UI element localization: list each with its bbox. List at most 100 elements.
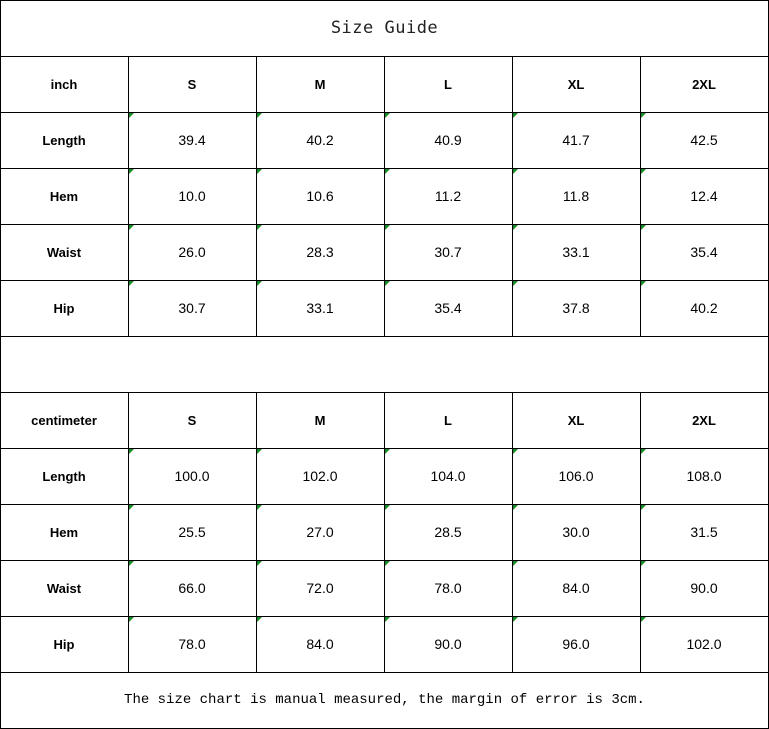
value-text: 90.0	[434, 636, 462, 652]
measurement-value: 39.4	[128, 112, 256, 168]
value-text: 27.0	[306, 524, 334, 540]
cell-marker-icon	[129, 225, 134, 230]
cell-marker-icon	[257, 561, 262, 566]
size-header: XL	[567, 412, 585, 428]
measurement-value: 25.5	[128, 504, 256, 560]
measurement-value: 41.7	[512, 112, 640, 168]
measurement-value: 33.1	[256, 280, 384, 336]
value-text: 31.5	[690, 524, 718, 540]
measurement-value: 90.0	[384, 616, 512, 672]
column-divider	[640, 392, 641, 672]
column-divider	[256, 56, 257, 336]
value-text: 102.0	[302, 468, 338, 484]
measurement-value: 11.8	[512, 168, 640, 224]
cell-marker-icon	[129, 561, 134, 566]
cell-marker-icon	[257, 617, 262, 622]
cell-marker-icon	[257, 505, 262, 510]
cell-marker-icon	[257, 169, 262, 174]
row-divider	[0, 336, 769, 337]
column-divider	[640, 56, 641, 336]
value-text: 78.0	[434, 580, 462, 596]
measurement-value: 90.0	[640, 560, 768, 616]
measurement-value: 33.1	[512, 224, 640, 280]
cell-marker-icon	[385, 225, 390, 230]
measurement-value: 72.0	[256, 560, 384, 616]
measurement-value: 31.5	[640, 504, 768, 560]
cell-marker-icon	[513, 561, 518, 566]
row-divider	[0, 672, 769, 673]
value-text: 41.7	[562, 132, 590, 148]
measurement-label: Hip	[53, 636, 75, 652]
measurement-note: The size chart is manual measured, the m…	[124, 692, 645, 708]
measurement-value: 100.0	[128, 448, 256, 504]
cell-marker-icon	[257, 225, 262, 230]
measurement-value: 12.4	[640, 168, 768, 224]
cell-marker-icon	[129, 113, 134, 118]
value-text: 10.0	[178, 188, 206, 204]
value-text: 84.0	[562, 580, 590, 596]
cell-marker-icon	[513, 169, 518, 174]
value-text: 33.1	[562, 244, 590, 260]
measurement-value: 35.4	[384, 280, 512, 336]
cell-marker-icon	[641, 281, 646, 286]
cell-marker-icon	[257, 449, 262, 454]
measurement-value: 11.2	[384, 168, 512, 224]
cell-marker-icon	[641, 169, 646, 174]
value-text: 35.4	[434, 300, 462, 316]
value-text: 30.0	[562, 524, 590, 540]
cell-marker-icon	[513, 617, 518, 622]
measurement-label: Length	[42, 468, 86, 484]
measurement-label: Hem	[49, 188, 79, 204]
value-text: 30.7	[434, 244, 462, 260]
value-text: 96.0	[562, 636, 590, 652]
measurement-value: 108.0	[640, 448, 768, 504]
cell-marker-icon	[385, 505, 390, 510]
measurement-value: 26.0	[128, 224, 256, 280]
measurement-value: 10.0	[128, 168, 256, 224]
cell-marker-icon	[257, 113, 262, 118]
value-text: 37.8	[562, 300, 590, 316]
measurement-value: 40.9	[384, 112, 512, 168]
value-text: 26.0	[178, 244, 206, 260]
cell-marker-icon	[385, 449, 390, 454]
measurement-value: 27.0	[256, 504, 384, 560]
value-text: 66.0	[178, 580, 206, 596]
size-header: M	[314, 76, 326, 92]
measurement-value: 37.8	[512, 280, 640, 336]
cell-marker-icon	[641, 449, 646, 454]
measurement-value: 84.0	[256, 616, 384, 672]
measurement-value: 42.5	[640, 112, 768, 168]
cell-marker-icon	[385, 561, 390, 566]
cell-marker-icon	[385, 281, 390, 286]
value-text: 72.0	[306, 580, 334, 596]
cell-marker-icon	[513, 113, 518, 118]
cell-marker-icon	[129, 449, 134, 454]
measurement-value: 104.0	[384, 448, 512, 504]
measurement-value: 40.2	[256, 112, 384, 168]
size-header: S	[187, 76, 197, 92]
value-text: 33.1	[306, 300, 334, 316]
measurement-value: 66.0	[128, 560, 256, 616]
value-text: 28.3	[306, 244, 334, 260]
measurement-value: 28.5	[384, 504, 512, 560]
value-text: 11.8	[562, 188, 590, 204]
measurement-value: 30.7	[384, 224, 512, 280]
value-text: 104.0	[430, 468, 466, 484]
cell-marker-icon	[513, 505, 518, 510]
measurement-value: 10.6	[256, 168, 384, 224]
cell-marker-icon	[385, 169, 390, 174]
value-text: 106.0	[558, 468, 594, 484]
unit-header: centimeter	[31, 412, 97, 428]
cell-marker-icon	[129, 505, 134, 510]
size-header: L	[444, 76, 452, 92]
cell-marker-icon	[513, 225, 518, 230]
cell-marker-icon	[129, 617, 134, 622]
column-divider	[512, 56, 513, 336]
measurement-value: 30.7	[128, 280, 256, 336]
measurement-label: Waist	[46, 580, 82, 596]
value-text: 39.4	[178, 132, 206, 148]
measurement-value: 106.0	[512, 448, 640, 504]
value-text: 30.7	[178, 300, 206, 316]
value-text: 10.6	[306, 188, 334, 204]
